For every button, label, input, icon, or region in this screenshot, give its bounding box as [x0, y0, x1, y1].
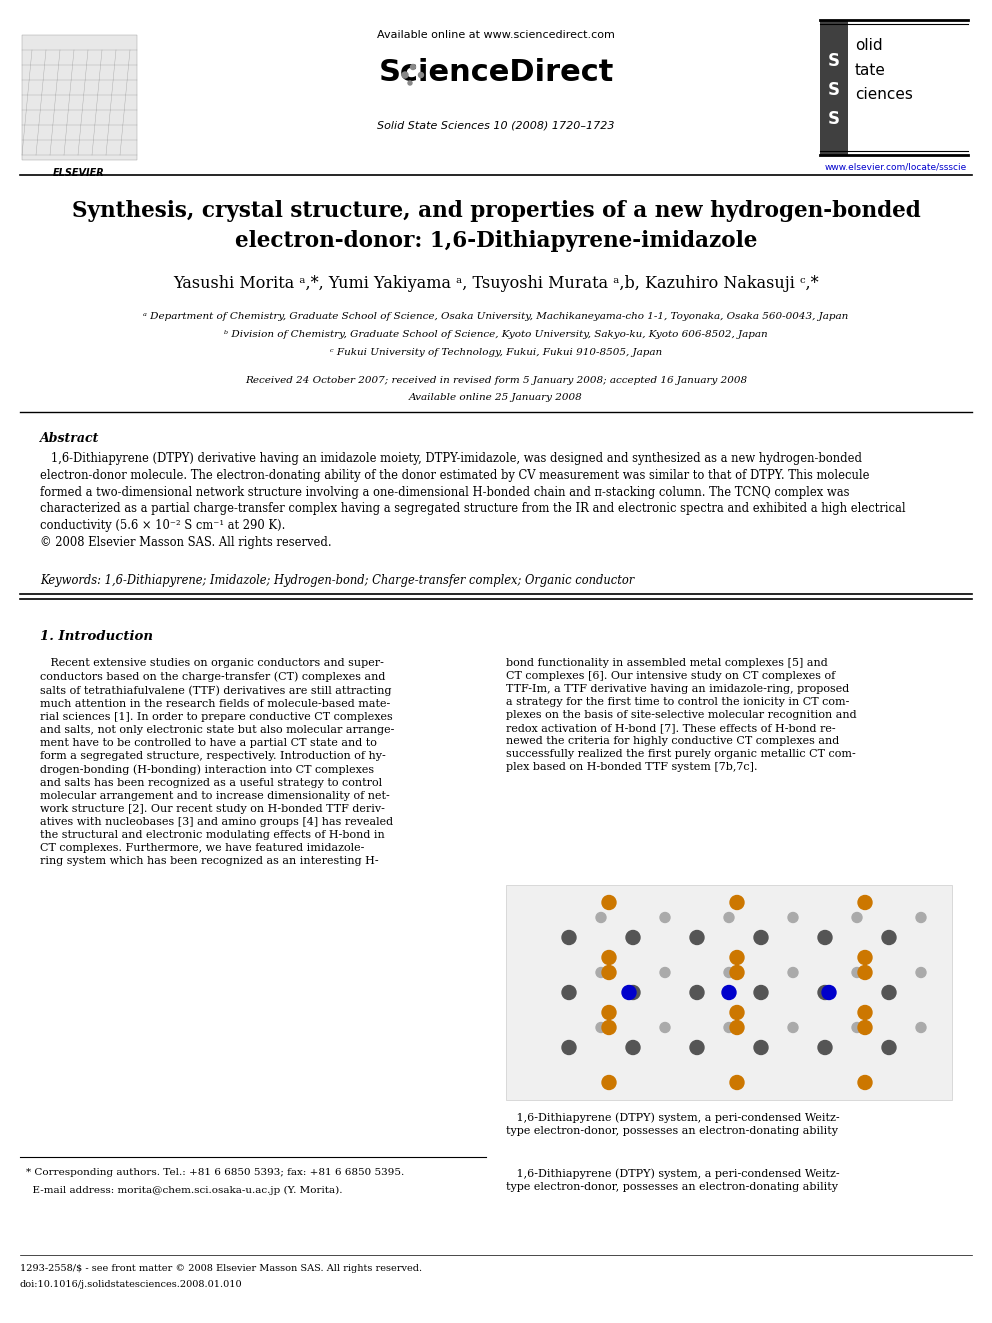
Circle shape	[690, 1040, 704, 1054]
Circle shape	[754, 986, 768, 999]
Bar	[506, 885, 952, 1099]
Circle shape	[596, 967, 606, 978]
Circle shape	[602, 1005, 616, 1020]
Text: Available online at www.sciencedirect.com: Available online at www.sciencedirect.co…	[377, 30, 615, 40]
Text: ScienceDirect: ScienceDirect	[378, 58, 614, 87]
Bar	[22, 34, 137, 160]
Circle shape	[730, 950, 744, 964]
Circle shape	[818, 986, 832, 999]
Circle shape	[602, 966, 616, 979]
Circle shape	[882, 930, 896, 945]
Text: * Corresponding authors. Tel.: +81 6 6850 5393; fax: +81 6 6850 5395.: * Corresponding authors. Tel.: +81 6 685…	[26, 1168, 405, 1177]
Text: electron-donor: 1,6-Dithiapyrene-imidazole: electron-donor: 1,6-Dithiapyrene-imidazo…	[235, 230, 757, 251]
Circle shape	[602, 1020, 616, 1035]
Circle shape	[916, 967, 926, 978]
Text: Keywords: 1,6-Dithiapyrene; Imidazole; Hydrogen-bond; Charge-transfer complex; O: Keywords: 1,6-Dithiapyrene; Imidazole; H…	[40, 574, 634, 587]
Circle shape	[882, 1040, 896, 1054]
Circle shape	[788, 967, 798, 978]
Circle shape	[408, 81, 412, 85]
Circle shape	[882, 986, 896, 999]
Text: Synthesis, crystal structure, and properties of a new hydrogen-bonded: Synthesis, crystal structure, and proper…	[71, 200, 921, 222]
Circle shape	[916, 913, 926, 922]
Circle shape	[730, 1020, 744, 1035]
Circle shape	[754, 930, 768, 945]
Circle shape	[730, 1005, 744, 1020]
Circle shape	[562, 1040, 576, 1054]
Text: S
S
S: S S S	[828, 52, 840, 128]
Circle shape	[730, 966, 744, 979]
Circle shape	[660, 1023, 670, 1032]
Text: 1,6-Dithiapyrene (DTPY) system, a peri-condensed Weitz-
type electron-donor, pos: 1,6-Dithiapyrene (DTPY) system, a peri-c…	[506, 1113, 839, 1135]
Circle shape	[602, 950, 616, 964]
Circle shape	[858, 1076, 872, 1090]
Circle shape	[690, 930, 704, 945]
Text: 1,6-Dithiapyrene (DTPY) derivative having an imidazole moiety, DTPY-imidazole, w: 1,6-Dithiapyrene (DTPY) derivative havin…	[40, 452, 906, 549]
Text: Received 24 October 2007; received in revised form 5 January 2008; accepted 16 J: Received 24 October 2007; received in re…	[245, 376, 747, 385]
Text: Yasushi Morita ᵃ,*, Yumi Yakiyama ᵃ, Tsuyoshi Murata ᵃ,b, Kazuhiro Nakasuji ᶜ,*: Yasushi Morita ᵃ,*, Yumi Yakiyama ᵃ, Tsu…	[174, 275, 818, 292]
Circle shape	[626, 986, 640, 999]
Circle shape	[852, 1023, 862, 1032]
Text: Solid State Sciences 10 (2008) 1720–1723: Solid State Sciences 10 (2008) 1720–1723	[377, 120, 615, 130]
Text: olid
tate
ciences: olid tate ciences	[855, 38, 913, 102]
Text: www.elsevier.com/locate/ssscie: www.elsevier.com/locate/ssscie	[825, 163, 967, 172]
Circle shape	[818, 930, 832, 945]
Circle shape	[858, 950, 872, 964]
Text: Recent extensive studies on organic conductors and super-
conductors based on th: Recent extensive studies on organic cond…	[40, 658, 395, 867]
Circle shape	[730, 1076, 744, 1090]
Circle shape	[754, 1040, 768, 1054]
Circle shape	[818, 1040, 832, 1054]
Circle shape	[858, 1005, 872, 1020]
Circle shape	[724, 967, 734, 978]
Text: 1. Introduction: 1. Introduction	[40, 630, 153, 643]
Circle shape	[858, 896, 872, 909]
Circle shape	[724, 1023, 734, 1032]
Circle shape	[562, 930, 576, 945]
Circle shape	[660, 913, 670, 922]
Circle shape	[626, 1040, 640, 1054]
Circle shape	[858, 1020, 872, 1035]
Circle shape	[596, 1023, 606, 1032]
Circle shape	[788, 1023, 798, 1032]
Circle shape	[596, 913, 606, 922]
Text: E-mail address: morita@chem.sci.osaka-u.ac.jp (Y. Morita).: E-mail address: morita@chem.sci.osaka-u.…	[26, 1185, 342, 1195]
Text: ᵇ Division of Chemistry, Graduate School of Science, Kyoto University, Sakyo-ku,: ᵇ Division of Chemistry, Graduate School…	[224, 329, 768, 339]
Circle shape	[402, 71, 408, 78]
Bar	[820, 20, 848, 155]
Circle shape	[852, 967, 862, 978]
Circle shape	[852, 913, 862, 922]
Circle shape	[858, 966, 872, 979]
Circle shape	[916, 1023, 926, 1032]
Circle shape	[419, 73, 424, 78]
Text: doi:10.1016/j.solidstatesciences.2008.01.010: doi:10.1016/j.solidstatesciences.2008.01…	[20, 1279, 243, 1289]
Circle shape	[602, 1076, 616, 1090]
Text: ᶜ Fukui University of Technology, Fukui, Fukui 910-8505, Japan: ᶜ Fukui University of Technology, Fukui,…	[330, 348, 662, 357]
Text: ᵃ Department of Chemistry, Graduate School of Science, Osaka University, Machika: ᵃ Department of Chemistry, Graduate Scho…	[144, 312, 848, 321]
Circle shape	[690, 986, 704, 999]
Circle shape	[722, 986, 736, 999]
Circle shape	[724, 913, 734, 922]
Circle shape	[562, 986, 576, 999]
Text: Abstract: Abstract	[40, 433, 99, 445]
Text: bond functionality in assembled metal complexes [5] and
CT complexes [6]. Our in: bond functionality in assembled metal co…	[506, 658, 857, 773]
Circle shape	[788, 913, 798, 922]
Text: 1293-2558/$ - see front matter © 2008 Elsevier Masson SAS. All rights reserved.: 1293-2558/$ - see front matter © 2008 El…	[20, 1263, 423, 1273]
Circle shape	[626, 930, 640, 945]
Circle shape	[602, 896, 616, 909]
Circle shape	[822, 986, 836, 999]
Circle shape	[730, 896, 744, 909]
Circle shape	[660, 967, 670, 978]
Circle shape	[411, 65, 416, 70]
Text: 1,6-Dithiapyrene (DTPY) system, a peri-condensed Weitz-
type electron-donor, pos: 1,6-Dithiapyrene (DTPY) system, a peri-c…	[506, 1168, 839, 1192]
Text: Available online 25 January 2008: Available online 25 January 2008	[409, 393, 583, 402]
Text: ELSEVIER: ELSEVIER	[54, 168, 105, 179]
Circle shape	[622, 986, 636, 999]
